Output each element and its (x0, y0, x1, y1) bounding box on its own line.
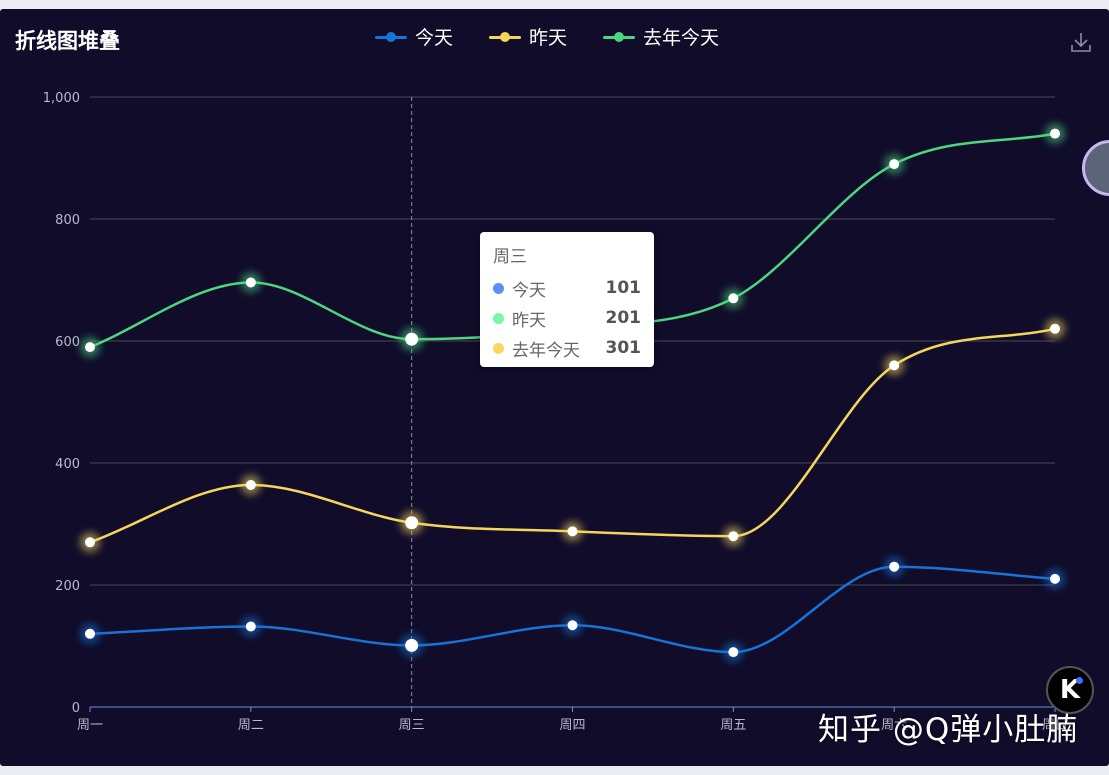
tooltip-value-last-year: 301 (605, 338, 642, 358)
data-point (567, 620, 578, 631)
chart-legend: 今天 昨天 去年今天 (375, 23, 719, 50)
data-point (405, 638, 419, 652)
data-point (889, 360, 900, 371)
data-point (245, 277, 256, 288)
tooltip-value-today: 101 (605, 278, 642, 298)
y-tick-label: 800 (55, 213, 80, 228)
data-point (245, 621, 256, 632)
tooltip-row-last-year: 去年今天 301 (493, 333, 641, 363)
legend-label-today: 今天 (415, 27, 454, 49)
watermark: 知乎 @Q弹小肚腩 (818, 712, 1079, 748)
y-tick-label: 600 (55, 335, 80, 350)
legend-swatch-today (375, 27, 407, 47)
tooltip-name-yesterday: 昨天 (512, 310, 546, 331)
tooltip-value-yesterday: 201 (605, 308, 642, 328)
data-point (405, 516, 419, 530)
data-point (728, 647, 739, 658)
y-tick-label: 400 (55, 457, 80, 472)
y-tick-label: 0 (72, 701, 80, 716)
x-tick-label: 周五 (720, 718, 746, 733)
x-tick-label: 周二 (238, 718, 264, 733)
data-point (889, 159, 900, 170)
data-point (1050, 573, 1060, 584)
data-point (567, 526, 578, 537)
tooltip-dot-yesterday (493, 312, 504, 324)
legend-item-yesterday[interactable]: 昨天 (489, 23, 567, 50)
legend-swatch-yesterday (489, 27, 522, 47)
y-tick-label: 1,000 (43, 91, 80, 106)
tooltip-name-today: 今天 (512, 280, 546, 301)
x-tick-label: 周四 (559, 718, 585, 733)
tooltip-row-yesterday: 昨天 201 (493, 303, 641, 333)
legend-label-last-year: 去年今天 (643, 27, 720, 49)
data-point (728, 293, 739, 304)
chart-panel: 折线图堆叠 今天 昨天 去年今天 (0, 9, 1109, 766)
data-point (85, 537, 95, 548)
tooltip-title: 周三 (493, 247, 527, 267)
legend-item-today[interactable]: 今天 (375, 23, 453, 50)
tooltip-row-today: 今天 101 (493, 273, 641, 303)
k-badge-letter: K (1059, 675, 1081, 705)
data-point (889, 561, 900, 572)
data-point (85, 628, 95, 639)
data-point (728, 531, 739, 542)
data-point (1050, 323, 1060, 334)
download-icon[interactable] (1070, 31, 1092, 53)
legend-item-last-year[interactable]: 去年今天 (603, 23, 719, 50)
data-point (245, 479, 256, 490)
y-tick-label: 200 (55, 579, 80, 594)
chart-tooltip: 周三 今天 101 昨天 201 去年今天 301 (480, 232, 654, 367)
k-badge-icon[interactable]: K (1046, 666, 1094, 714)
x-tick-label: 周三 (399, 718, 425, 733)
tooltip-dot-today (493, 282, 504, 294)
legend-label-yesterday: 昨天 (529, 27, 568, 49)
tooltip-name-last-year: 去年今天 (512, 340, 580, 361)
legend-swatch-last-year (603, 27, 636, 47)
x-tick-label: 周日 (1042, 718, 1068, 733)
data-point (85, 342, 95, 353)
series-line-0 (89, 565, 1056, 654)
tooltip-dot-last-year (493, 342, 504, 354)
x-tick-label: 周一 (77, 718, 103, 733)
x-tick-label: 周六 (881, 718, 907, 733)
data-point (1050, 128, 1060, 139)
chart-title: 折线图堆叠 (15, 29, 120, 53)
data-point (405, 332, 419, 346)
